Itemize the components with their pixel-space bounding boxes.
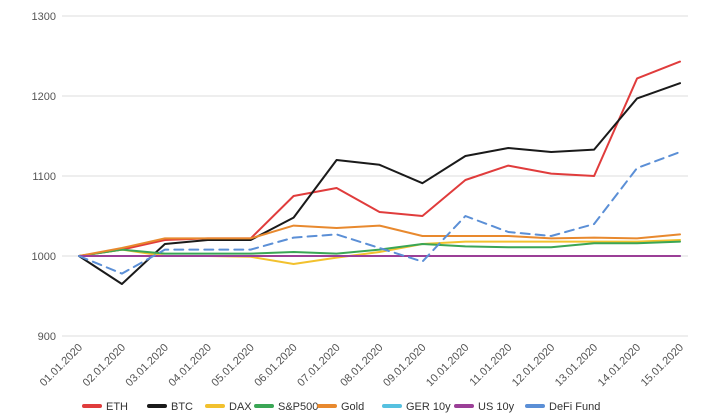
legend-label: ETH [106,401,128,413]
x-tick-label: 15.01.2020 [639,342,686,389]
y-axis-ticks: 900 1000 1100 1200 1300 [32,11,56,343]
series-lines [78,60,681,285]
x-tick-label: 10.01.2020 [424,342,471,389]
x-axis-ticks: 01.01.202002.01.202003.01.202004.01.2020… [38,342,686,389]
x-tick-label: 04.01.2020 [166,342,213,389]
legend-label: Gold [341,401,364,413]
series-line-gold [78,224,681,257]
legend-label: DAX [229,401,252,413]
series-line-s-p500 [78,240,681,257]
legend-label: DeFi Fund [549,401,600,413]
x-tick-label: 06.01.2020 [252,342,299,389]
x-tick-label: 14.01.2020 [596,342,643,389]
x-tick-label: 05.01.2020 [209,342,256,389]
legend-label: GER 10y [406,401,451,413]
x-tick-label: 03.01.2020 [124,342,171,389]
series-line-eth [78,60,681,257]
x-tick-label: 12.01.2020 [510,342,557,389]
x-tick-label: 02.01.2020 [81,342,128,389]
y-tick-label: 900 [38,331,56,343]
legend-label: US 10y [478,401,515,413]
y-tick-label: 1000 [32,251,56,263]
legend-label: BTC [171,401,193,413]
legend-item-gold: Gold [317,401,364,413]
legend-item-defi-fund: DeFi Fund [525,401,600,413]
legend-item-s-p500: S&P500 [254,401,318,413]
legend: ETH BTC DAX S&P500 Gold GER 10y US 10y DeFi Fun… [82,401,600,413]
y-tick-label: 1200 [32,91,56,103]
x-tick-label: 07.01.2020 [295,342,342,389]
x-tick-label: 01.01.2020 [38,342,85,389]
legend-item-btc: BTC [147,401,193,413]
x-tick-label: 09.01.2020 [381,342,428,389]
y-tick-label: 1100 [32,171,56,183]
x-tick-label: 11.01.2020 [468,342,515,389]
legend-label: S&P500 [278,401,318,413]
x-tick-label: 08.01.2020 [338,342,385,389]
series-line-defi-fund [78,151,681,275]
legend-item-ger-10y: GER 10y [382,401,451,413]
series-line-btc [78,82,681,285]
legend-item-eth: ETH [82,401,128,413]
legend-item-us-10y: US 10y [454,401,515,413]
legend-item-dax: DAX [205,401,252,413]
x-tick-label: 13.01.2020 [553,342,600,389]
y-tick-label: 1300 [32,11,56,23]
